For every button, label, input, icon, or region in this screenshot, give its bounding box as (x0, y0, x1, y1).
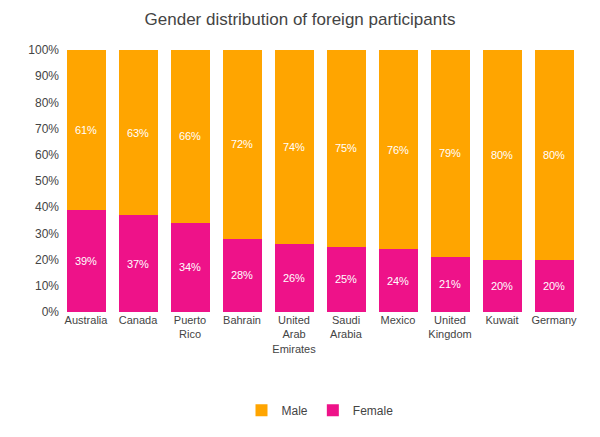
svg-text:21%: 21% (439, 278, 461, 290)
svg-text:63%: 63% (127, 127, 149, 139)
svg-text:100%: 100% (28, 43, 59, 57)
svg-text:UnitedKingdom: UnitedKingdom (428, 314, 471, 340)
svg-text:Canada: Canada (119, 314, 158, 326)
svg-text:Germany: Germany (531, 314, 577, 326)
svg-text:Australia: Australia (65, 314, 109, 326)
svg-text:80%: 80% (491, 149, 513, 161)
svg-text:SaudiArabia: SaudiArabia (330, 314, 363, 340)
svg-text:30%: 30% (35, 227, 59, 241)
svg-text:24%: 24% (387, 275, 409, 287)
svg-text:70%: 70% (35, 122, 59, 136)
svg-text:80%: 80% (35, 96, 59, 110)
svg-text:20%: 20% (35, 253, 59, 267)
svg-text:34%: 34% (179, 261, 201, 273)
svg-text:26%: 26% (283, 272, 305, 284)
svg-text:90%: 90% (35, 69, 59, 83)
svg-text:PuertoRico: PuertoRico (174, 314, 206, 340)
svg-text:66%: 66% (179, 130, 201, 142)
svg-text:Male: Male (282, 404, 308, 418)
svg-text:72%: 72% (231, 138, 253, 150)
svg-text:60%: 60% (35, 148, 59, 162)
svg-text:79%: 79% (439, 147, 461, 159)
svg-text:40%: 40% (35, 200, 59, 214)
svg-text:20%: 20% (543, 280, 565, 292)
svg-text:80%: 80% (543, 149, 565, 161)
svg-text:61%: 61% (75, 124, 97, 136)
svg-text:28%: 28% (231, 269, 253, 281)
svg-text:74%: 74% (283, 141, 305, 153)
svg-text:20%: 20% (491, 280, 513, 292)
svg-text:50%: 50% (35, 174, 59, 188)
svg-text:Female: Female (353, 404, 393, 418)
svg-text:Mexico: Mexico (381, 314, 416, 326)
svg-text:39%: 39% (75, 255, 97, 267)
svg-text:0%: 0% (42, 305, 60, 319)
svg-text:25%: 25% (335, 273, 357, 285)
svg-text:UnitedArabEmirates: UnitedArabEmirates (272, 314, 316, 355)
svg-text:Kuwait: Kuwait (485, 314, 518, 326)
svg-text:Gender distribution of foreign: Gender distribution of foreign participa… (145, 10, 456, 29)
svg-text:75%: 75% (335, 142, 357, 154)
svg-text:10%: 10% (35, 279, 59, 293)
svg-text:76%: 76% (387, 144, 409, 156)
svg-text:Bahrain: Bahrain (223, 314, 261, 326)
svg-text:37%: 37% (127, 258, 149, 270)
